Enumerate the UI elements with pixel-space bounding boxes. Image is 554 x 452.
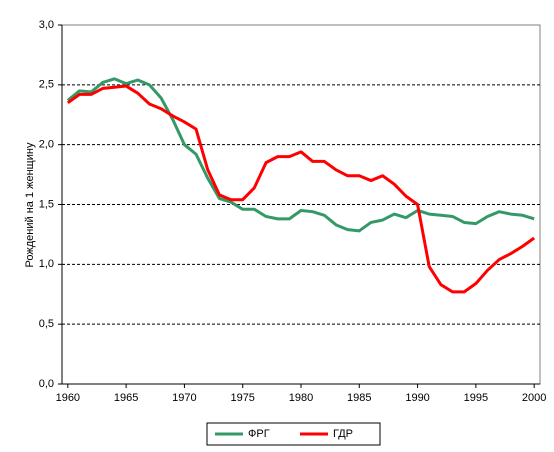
legend-label: ФРГ	[248, 428, 270, 440]
legend-label: ГДР	[333, 428, 353, 440]
y-tick-label: 1,0	[39, 258, 54, 270]
x-tick-label: 1980	[289, 392, 313, 404]
x-tick-label: 1960	[56, 392, 80, 404]
y-tick-label: 3,0	[39, 19, 54, 31]
x-tick-label: 1985	[347, 392, 371, 404]
series-line	[66, 84, 536, 294]
x-tick-label: 1975	[230, 392, 254, 404]
y-axis-label: Рождений на 1 женщину	[24, 142, 36, 267]
x-tick-label: 1965	[114, 392, 138, 404]
y-tick-label: 0,5	[39, 318, 54, 330]
x-tick-label: 1970	[172, 392, 196, 404]
x-tick-label: 1995	[464, 392, 488, 404]
plot-area	[61, 24, 541, 385]
x-tick-label: 1990	[405, 392, 429, 404]
x-tick-label: 2000	[522, 392, 546, 404]
y-tick-label: 2,5	[39, 79, 54, 91]
y-tick-label: 0,0	[39, 378, 54, 390]
y-tick-label: 2,0	[39, 139, 54, 151]
series-line	[66, 77, 535, 233]
y-tick-label: 1,5	[39, 198, 54, 210]
legend-box	[206, 422, 381, 446]
